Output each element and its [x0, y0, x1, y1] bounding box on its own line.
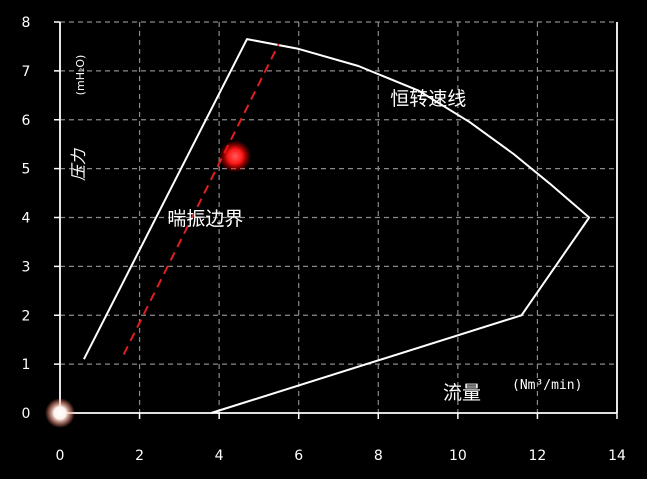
y-tick-label: 4: [22, 211, 31, 227]
annotation-constant-speed: 恒转速线: [390, 88, 466, 110]
y-tick-label: 0: [22, 406, 31, 422]
x-tick-label: 12: [529, 448, 547, 464]
x-tick-label: 8: [374, 448, 383, 464]
x-tick-label: 0: [56, 448, 65, 464]
y-tick-label: 2: [22, 308, 31, 324]
x-tick-label: 4: [215, 448, 224, 464]
y-tick-label: 5: [22, 162, 31, 178]
x-tick-label: 2: [135, 448, 144, 464]
operating-point-marker: [219, 140, 251, 172]
annotation-surge-boundary: 喘振边界: [167, 208, 243, 230]
y-tick-label: 3: [22, 259, 31, 275]
x-tick-label: 6: [294, 448, 303, 464]
x-axis-label: 流量: [443, 382, 481, 404]
x-axis-unit: (Nm³/min): [512, 378, 582, 393]
y-axis-unit: (mH₂O): [74, 55, 87, 96]
y-tick-label: 6: [22, 113, 31, 129]
y-axis-label: 压力: [69, 147, 88, 181]
x-tick-label: 10: [449, 448, 467, 464]
x-tick-label: 14: [608, 448, 626, 464]
y-tick-label: 7: [22, 64, 31, 80]
y-tick-label: 1: [22, 357, 31, 373]
origin-marker: [45, 398, 75, 428]
y-tick-label: 8: [22, 15, 31, 31]
